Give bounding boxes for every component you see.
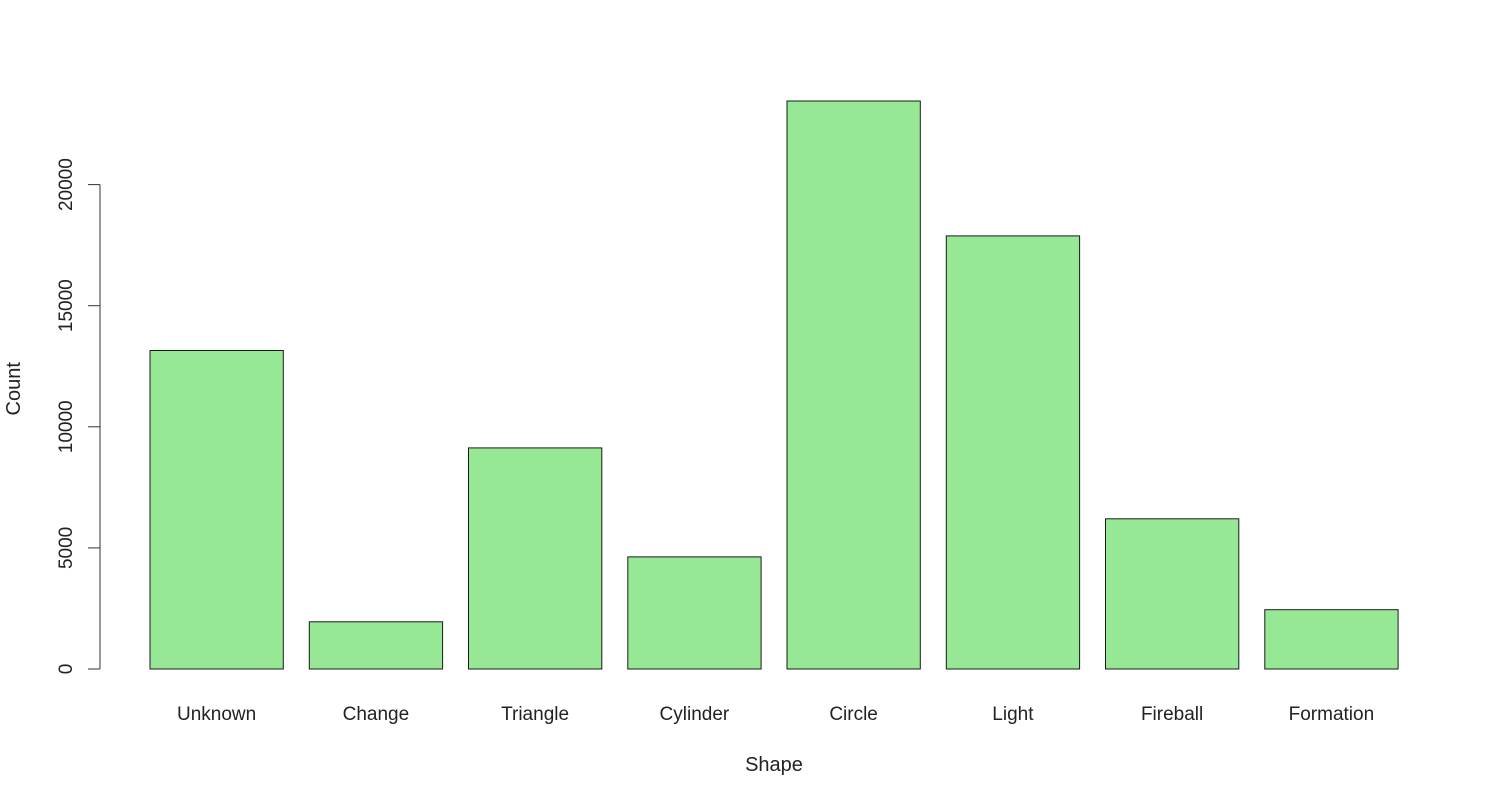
x-axis-title: Shape [745, 754, 803, 776]
x-tick-label: Cylinder [660, 704, 730, 725]
bar-circle [786, 100, 921, 670]
x-tick-label: Unknown [177, 704, 256, 725]
y-tick-label: 5000 [56, 527, 77, 569]
bar-unknown [149, 350, 284, 670]
x-axis-labels: Unknown Change Triangle Cylinder Circle Light… [177, 704, 1374, 725]
bar-fireball [1105, 518, 1240, 670]
bar-change [308, 621, 444, 670]
x-tick-label: Formation [1289, 704, 1375, 725]
bar-cylinder [627, 556, 762, 670]
bar-light [945, 235, 1081, 670]
y-axis: 0 5000 10000 15000 20000 [56, 158, 101, 675]
x-tick-label: Fireball [1141, 704, 1203, 725]
y-tick-label: 10000 [56, 400, 77, 453]
x-tick-label: Light [992, 704, 1034, 725]
x-tick-label: Circle [829, 704, 878, 725]
bar-formation [1264, 609, 1399, 670]
y-tick-label: 20000 [56, 158, 77, 211]
y-tick-label: 0 [56, 664, 77, 675]
x-tick-label: Change [343, 704, 410, 725]
y-axis-title: Count [3, 362, 25, 416]
y-tick-label: 15000 [56, 279, 77, 332]
bar-triangle [468, 447, 603, 670]
x-tick-label: Triangle [501, 704, 569, 725]
bars-layer [149, 100, 1399, 670]
